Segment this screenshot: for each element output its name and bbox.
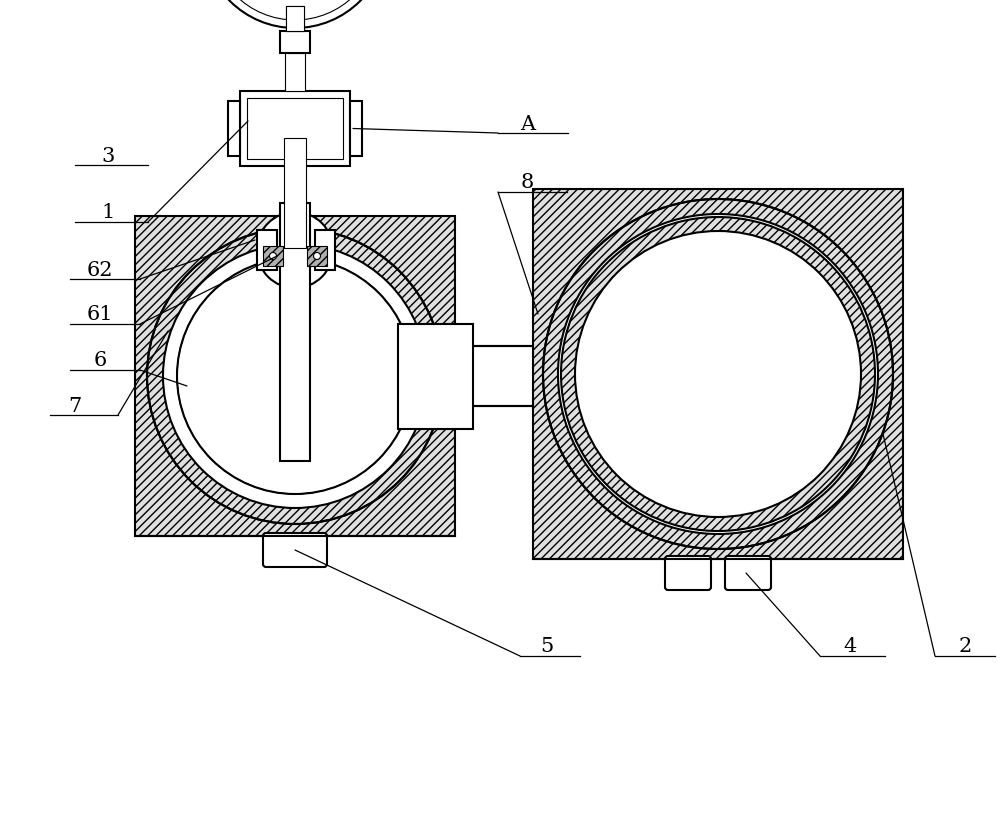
Circle shape [314, 252, 320, 259]
Circle shape [558, 214, 878, 534]
Text: 4: 4 [843, 636, 857, 655]
Circle shape [270, 252, 276, 259]
Text: 61: 61 [87, 305, 113, 324]
Text: A: A [520, 115, 536, 134]
Text: 6: 6 [93, 351, 107, 370]
FancyBboxPatch shape [263, 533, 327, 567]
Bar [135, 216, 455, 536]
Circle shape [561, 217, 875, 531]
Bar [247, 98, 343, 159]
Bar [240, 91, 350, 166]
Text: 5: 5 [540, 636, 554, 655]
Circle shape [257, 212, 333, 288]
Bar [350, 101, 362, 156]
Text: 8: 8 [520, 174, 534, 192]
FancyBboxPatch shape [725, 556, 771, 590]
Text: 62: 62 [87, 261, 113, 279]
Bar [285, 53, 305, 91]
Bar [286, 6, 304, 31]
Circle shape [543, 199, 893, 549]
Circle shape [177, 258, 413, 494]
Bar [315, 230, 335, 270]
Text: 1: 1 [101, 203, 115, 222]
Text: 3: 3 [101, 146, 115, 166]
Circle shape [147, 228, 443, 524]
Bar [533, 189, 903, 559]
Circle shape [575, 231, 861, 517]
Bar [228, 101, 240, 156]
Bar [280, 203, 310, 461]
Bar [263, 246, 283, 266]
Bar [284, 138, 306, 248]
Text: 7: 7 [68, 396, 82, 415]
Bar [286, 6, 304, 31]
FancyBboxPatch shape [665, 556, 711, 590]
Circle shape [163, 244, 427, 508]
Bar [398, 324, 473, 429]
Bar [280, 31, 310, 53]
Text: 2: 2 [958, 636, 972, 655]
Bar [257, 230, 277, 270]
Bar [455, 346, 533, 406]
Bar [307, 246, 327, 266]
